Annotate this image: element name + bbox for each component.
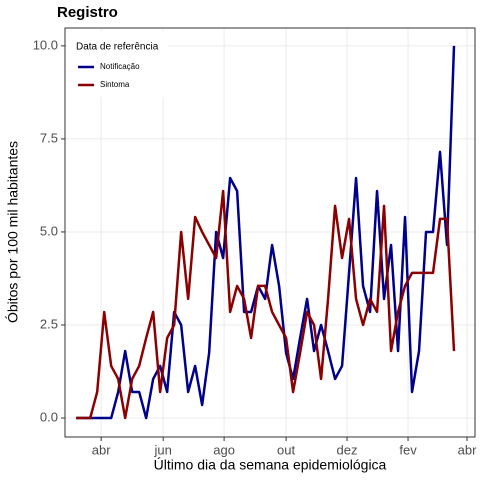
data-line xyxy=(76,189,456,420)
x-tick-label: fev xyxy=(399,442,417,457)
x-tick-label: ago xyxy=(213,442,235,457)
x-tick-label: dez xyxy=(337,442,358,457)
legend-label: Sintoma xyxy=(100,80,130,89)
legend-title: Data de referência xyxy=(76,42,159,53)
legend-label: Notificação xyxy=(100,62,140,71)
y-tick-label: 7.5 xyxy=(40,130,58,145)
y-tick-label: 2.5 xyxy=(40,316,58,331)
x-tick-label: abr xyxy=(458,442,477,457)
y-tick-label: 0.0 xyxy=(40,409,58,424)
y-tick-label: 10.0 xyxy=(33,37,58,52)
y-tick-label: 5.0 xyxy=(40,223,58,238)
x-axis-label: Último dia da semana epidemiológica xyxy=(154,457,387,473)
x-tick-label: out xyxy=(277,442,295,457)
plot-border xyxy=(64,27,476,438)
x-tick-label: jun xyxy=(153,442,171,457)
y-axis-label: Óbitos por 100 mil habitantes xyxy=(5,141,21,323)
x-tick-label: abr xyxy=(92,442,111,457)
chart-title: Registro xyxy=(57,4,118,21)
data-line xyxy=(76,45,456,420)
